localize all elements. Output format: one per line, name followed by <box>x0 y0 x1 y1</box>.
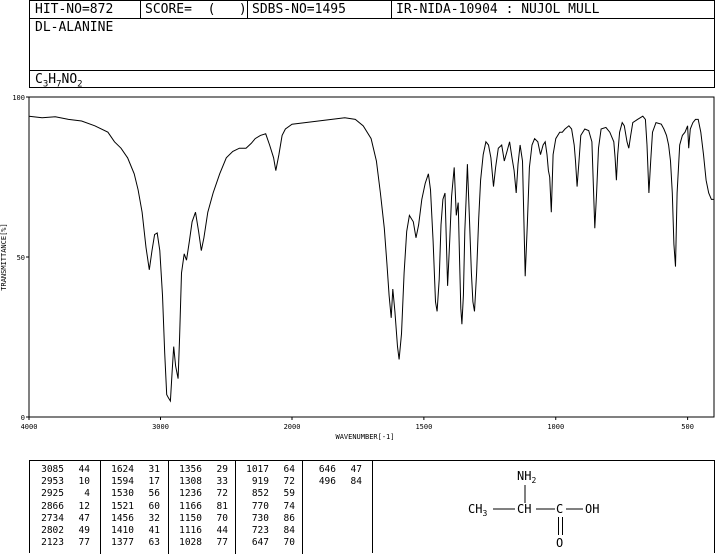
structure-panel: NH2 CH3 CH C OH O <box>372 460 715 553</box>
x-tick-label: 1500 <box>415 423 432 431</box>
structure-ch3: CH3 <box>468 502 487 518</box>
x-tick-label: 1000 <box>547 423 564 431</box>
sdbs-number: SDBS-NO=1495 <box>252 2 346 17</box>
peak-intensity: 77 <box>78 537 90 549</box>
plot-frame <box>28 96 715 418</box>
y-axis: 0 50 100 <box>12 94 29 422</box>
peak-intensity: 49 <box>78 525 90 536</box>
x-tick-label: 4000 <box>21 423 38 431</box>
peak-intensity: 84 <box>350 476 362 488</box>
peak-wavenumber: 496 <box>318 476 336 488</box>
peak-intensity: 70 <box>283 537 295 549</box>
alanine-structure: NH2 CH3 CH C OH O <box>468 469 599 550</box>
compound-name: DL-ALANINE <box>35 20 114 35</box>
peak-intensity: 60 <box>148 500 160 512</box>
ir-spectrum-chart: 0 50 100 4000 3000 2000 1500 1000 500 WAVENUMBE… <box>0 94 715 441</box>
peak-wavenumber: 730 <box>251 512 269 524</box>
peak-intensity: 63 <box>148 537 160 549</box>
peak-wavenumber: 1150 <box>179 512 202 524</box>
peak-wavenumber: 1356 <box>179 464 202 475</box>
y-tick-label: 100 <box>12 94 25 102</box>
structure-oh: OH <box>585 502 599 516</box>
hit-number: HIT-NO=872 <box>35 2 114 17</box>
y-tick-label: 0 <box>21 414 25 422</box>
peak-intensity: 47 <box>78 512 90 524</box>
peak-intensity: 44 <box>216 525 228 536</box>
peak-wavenumber: 1308 <box>179 476 202 488</box>
peak-wavenumber: 647 <box>251 537 269 549</box>
x-axis-label: WAVENUMBER[-1] <box>335 433 394 441</box>
y-axis-label: TRANSMITTANCE[%] <box>0 223 8 290</box>
peak-intensity: 81 <box>216 500 228 512</box>
x-tick-label: 3000 <box>152 423 169 431</box>
structure-ch: CH <box>517 502 531 516</box>
peak-intensity: 72 <box>283 476 295 488</box>
peak-wavenumber: 1530 <box>111 488 134 500</box>
peak-intensity: 41 <box>148 525 160 536</box>
peak-intensity: 32 <box>148 512 160 524</box>
peak-intensity: 84 <box>283 525 295 536</box>
peak-wavenumber: 2123 <box>41 537 64 549</box>
peak-wavenumber: 1028 <box>179 537 202 549</box>
structure-nh2: NH2 <box>517 469 536 485</box>
peak-wavenumber: 919 <box>251 476 269 488</box>
peak-intensity: 31 <box>148 464 160 475</box>
peak-wavenumber: 1017 <box>246 464 269 475</box>
peak-wavenumber: 1594 <box>111 476 134 488</box>
peak-wavenumber: 770 <box>251 500 269 512</box>
peak-intensity: 12 <box>78 500 90 512</box>
peak-intensity: 72 <box>216 488 228 500</box>
peak-wavenumber: 852 <box>251 488 269 500</box>
peak-intensity: 70 <box>216 512 228 524</box>
peak-intensity: 17 <box>148 476 160 488</box>
peak-intensity: 56 <box>148 488 160 500</box>
header-panel: HIT-NO=872 SCORE= ( ) SDBS-NO=1495 IR-NI… <box>29 0 715 90</box>
peak-wavenumber: 2953 <box>41 476 64 488</box>
peak-wavenumber: 1410 <box>111 525 134 536</box>
peak-wavenumber: 1236 <box>179 488 202 500</box>
peak-intensity: 29 <box>216 464 228 475</box>
structure-o: O <box>556 536 563 550</box>
peak-wavenumber: 646 <box>318 464 336 475</box>
ir-info: IR-NIDA-10904 : NUJOL MULL <box>396 2 600 17</box>
score: SCORE= ( ) <box>145 2 247 17</box>
peak-intensity: 47 <box>350 464 362 475</box>
peak-intensity: 77 <box>216 537 228 549</box>
peak-wavenumber: 2925 <box>41 488 64 500</box>
molecular-formula: C3H7NO2 <box>35 72 83 90</box>
peak-wavenumber: 1166 <box>179 500 202 512</box>
x-axis: 4000 3000 2000 1500 1000 500 <box>21 417 694 431</box>
peak-intensity: 64 <box>283 464 295 475</box>
peak-wavenumber: 3085 <box>41 464 64 475</box>
x-tick-label: 2000 <box>284 423 301 431</box>
x-tick-label: 500 <box>681 423 694 431</box>
peak-table: 3085 44 2953 10 2925 4 2866 12 2734 47 2802 49 2123 7… <box>29 460 373 554</box>
peak-wavenumber: 2802 <box>41 525 64 536</box>
structure-c: C <box>556 502 563 516</box>
peak-wavenumber: 1456 <box>111 512 134 524</box>
peak-intensity: 44 <box>78 464 90 475</box>
peak-intensity: 4 <box>84 488 90 500</box>
peak-intensity: 86 <box>283 512 295 524</box>
peak-wavenumber: 723 <box>251 525 269 536</box>
peak-intensity: 33 <box>216 476 228 488</box>
peak-wavenumber: 1521 <box>111 500 134 512</box>
peak-intensity: 74 <box>283 500 295 512</box>
y-tick-label: 50 <box>17 254 25 262</box>
peak-wavenumber: 2866 <box>41 500 64 512</box>
peak-intensity: 10 <box>78 476 90 488</box>
peak-intensity: 59 <box>283 488 295 500</box>
peak-wavenumber: 1624 <box>111 464 134 475</box>
peak-wavenumber: 1377 <box>111 537 134 549</box>
peak-wavenumber: 2734 <box>41 512 64 524</box>
peak-wavenumber: 1116 <box>179 525 202 536</box>
spectrum-line <box>28 115 714 403</box>
